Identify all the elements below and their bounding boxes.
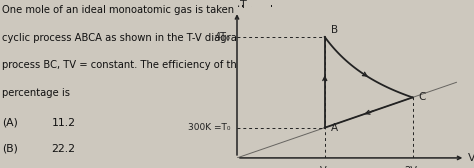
Text: 300K =T₀: 300K =T₀ <box>188 123 231 132</box>
Text: V: V <box>468 153 474 163</box>
Text: T: T <box>240 0 246 10</box>
Text: 4T₀: 4T₀ <box>215 32 231 42</box>
Text: One mole of an ideal monoatomic gas is taken through a: One mole of an ideal monoatomic gas is t… <box>2 5 286 15</box>
Text: V₀: V₀ <box>319 166 330 168</box>
Text: percentage is: percentage is <box>2 88 70 98</box>
Text: C: C <box>419 92 426 102</box>
Text: process BC, TV = constant. The efficiency of the cycle in: process BC, TV = constant. The efficienc… <box>2 60 284 71</box>
Text: (A): (A) <box>2 118 18 128</box>
Text: B: B <box>331 25 338 35</box>
Text: 11.2: 11.2 <box>52 118 76 128</box>
Text: 2V₀: 2V₀ <box>404 166 421 168</box>
Text: 22.2: 22.2 <box>52 144 76 154</box>
Text: A: A <box>331 123 338 133</box>
Text: (B): (B) <box>2 144 18 154</box>
Text: cyclic process ABCA as shown in the T-V diagram. In the: cyclic process ABCA as shown in the T-V … <box>2 33 282 43</box>
